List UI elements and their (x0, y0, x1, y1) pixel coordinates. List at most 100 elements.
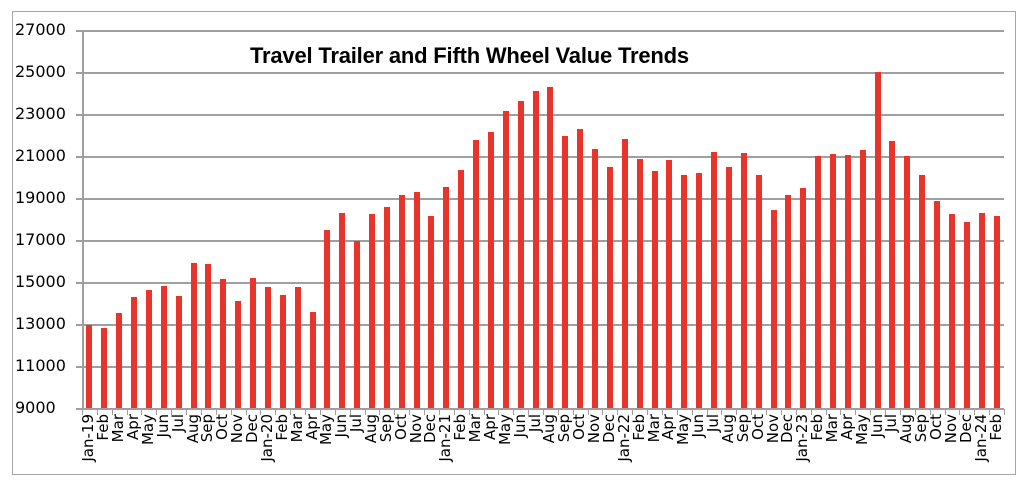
gridline (76, 282, 1004, 284)
y-tick-label: 23000 (15, 104, 66, 123)
x-tick (275, 409, 277, 415)
bar (725, 167, 732, 409)
bar (993, 216, 1000, 409)
x-tick (647, 409, 649, 415)
bar (844, 154, 851, 409)
x-tick (840, 409, 842, 415)
bar (294, 286, 301, 409)
x-tick (914, 409, 916, 415)
bar (874, 71, 881, 409)
gridline (76, 72, 1004, 74)
x-tick (929, 409, 931, 415)
bar (978, 213, 985, 409)
x-tick (885, 409, 887, 415)
x-tick (186, 409, 188, 415)
bar (368, 213, 375, 409)
x-tick (126, 409, 128, 415)
y-tick-label: 25000 (15, 62, 66, 81)
x-tick (215, 409, 217, 415)
bar (636, 158, 643, 409)
bar (339, 212, 346, 409)
bar (904, 155, 911, 409)
bar (740, 153, 747, 409)
bar (250, 277, 257, 409)
bar (101, 328, 108, 409)
x-tick (751, 409, 753, 415)
x-tick (736, 409, 738, 415)
x-tick (855, 409, 857, 415)
bar (770, 209, 777, 409)
gridline (76, 198, 1004, 200)
x-tick (676, 409, 678, 415)
bar (963, 222, 970, 409)
gridline (76, 114, 1004, 116)
x-tick (691, 409, 693, 415)
gridline (76, 324, 1004, 326)
bar (413, 191, 420, 409)
bar (711, 152, 718, 409)
x-tick (572, 409, 574, 415)
bar (815, 155, 822, 409)
x-tick (409, 409, 411, 415)
x-tick (230, 409, 232, 415)
bar (309, 311, 316, 409)
y-tick-label: 9000 (15, 398, 56, 417)
bar (324, 230, 331, 409)
bar (577, 129, 584, 409)
x-tick (543, 409, 544, 415)
x-tick (305, 409, 307, 415)
y-tick-label: 27000 (15, 20, 66, 39)
x-tick-label: Feb (986, 414, 1005, 441)
gridline (76, 408, 84, 410)
bar (175, 296, 182, 409)
gridline (76, 30, 1004, 32)
y-tick-label: 15000 (15, 272, 66, 291)
x-tick (483, 409, 485, 415)
x-tick (721, 409, 723, 415)
x-tick (498, 409, 500, 415)
x-tick (974, 409, 976, 415)
gridline (76, 156, 1004, 158)
x-tick (349, 409, 351, 415)
x-tick (825, 409, 827, 415)
x-tick (334, 409, 336, 415)
bar (919, 175, 926, 409)
x-tick (171, 409, 173, 415)
x-tick (780, 409, 782, 415)
x-tick (661, 409, 663, 415)
x-tick (200, 409, 202, 415)
x-tick (319, 409, 321, 415)
bar (86, 325, 93, 409)
chart-frame (12, 11, 1016, 475)
x-tick (290, 409, 292, 415)
x-tick (453, 409, 455, 415)
bar (755, 174, 762, 409)
x-tick (899, 409, 901, 415)
x-tick (141, 409, 143, 415)
bar (889, 141, 896, 409)
x-tick (944, 409, 946, 415)
x-tick (557, 409, 559, 415)
bar (948, 213, 955, 409)
y-tick-label: 11000 (15, 356, 66, 375)
bar (829, 154, 836, 409)
x-tick (870, 409, 872, 415)
x-tick (513, 409, 515, 415)
bar (190, 263, 197, 409)
bar (443, 187, 450, 409)
bar (547, 87, 554, 409)
bar (354, 241, 361, 409)
y-axis (82, 31, 84, 409)
x-tick (394, 409, 396, 415)
bar (235, 301, 242, 409)
bar (220, 279, 227, 409)
bar (696, 172, 703, 409)
chart-title: Travel Trailer and Fifth Wheel Value Tre… (250, 43, 689, 68)
x-tick (602, 409, 604, 415)
bar (428, 215, 435, 409)
x-tick (810, 409, 812, 415)
x-tick (989, 409, 991, 415)
bar (532, 90, 539, 409)
bar (502, 111, 509, 409)
gridline (76, 366, 1004, 368)
